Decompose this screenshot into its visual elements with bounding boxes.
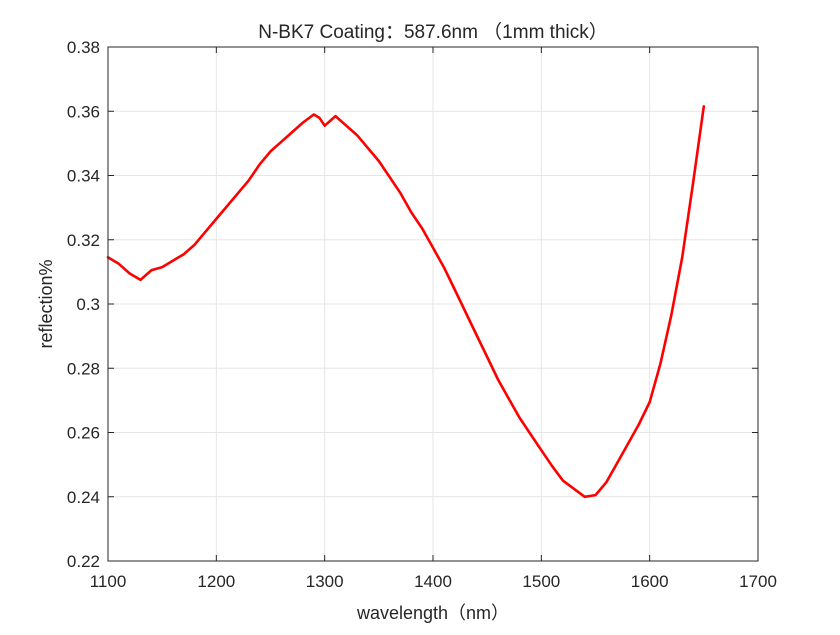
series-layer bbox=[106, 105, 706, 499]
data-point bbox=[627, 442, 629, 445]
chart-title: N-BK7 Coating：587.6nm （1mm thick） bbox=[258, 21, 608, 43]
data-point bbox=[594, 494, 597, 496]
y-tick-label: 0.34 bbox=[67, 167, 100, 186]
y-tick-label: 0.3 bbox=[76, 295, 100, 314]
data-point bbox=[432, 246, 434, 249]
data-point bbox=[670, 314, 673, 317]
data-point bbox=[118, 263, 120, 265]
x-tick-label: 1200 bbox=[197, 572, 235, 591]
data-point bbox=[367, 147, 369, 149]
data-point bbox=[128, 272, 131, 275]
data-point bbox=[318, 116, 321, 119]
x-tick-label: 1500 bbox=[522, 572, 560, 591]
y-tick-label: 0.22 bbox=[67, 552, 100, 571]
data-point bbox=[237, 192, 239, 194]
data-point bbox=[378, 160, 380, 162]
data-point bbox=[692, 182, 694, 185]
data-point bbox=[193, 243, 196, 246]
data-point bbox=[280, 140, 283, 143]
data-point bbox=[573, 487, 575, 490]
data-point bbox=[583, 495, 586, 498]
data-point bbox=[681, 256, 683, 259]
data-point bbox=[562, 479, 564, 482]
data-point bbox=[529, 433, 532, 435]
data-point bbox=[139, 279, 142, 281]
y-tick-label: 0.36 bbox=[67, 102, 100, 121]
y-axis-title: reflection% bbox=[36, 259, 56, 348]
data-point bbox=[497, 378, 499, 381]
data-point bbox=[388, 176, 391, 178]
data-point bbox=[302, 121, 304, 124]
y-tick-label: 0.26 bbox=[67, 424, 100, 443]
reflection-series-line bbox=[106, 105, 706, 499]
data-point bbox=[269, 150, 272, 153]
data-point bbox=[508, 397, 510, 400]
x-tick-label: 1300 bbox=[306, 572, 344, 591]
data-point bbox=[356, 134, 358, 137]
data-point bbox=[313, 113, 315, 116]
data-point bbox=[648, 401, 651, 403]
data-point bbox=[345, 124, 348, 127]
data-point bbox=[443, 266, 445, 268]
data-point bbox=[453, 288, 456, 291]
data-point bbox=[226, 205, 228, 207]
x-tick-label: 1700 bbox=[739, 572, 777, 591]
data-point bbox=[150, 269, 153, 272]
data-point bbox=[659, 362, 662, 365]
data-point bbox=[291, 131, 293, 133]
data-point bbox=[703, 105, 705, 108]
data-point bbox=[161, 266, 163, 268]
y-tick-label: 0.32 bbox=[67, 231, 100, 250]
y-tick-label: 0.38 bbox=[67, 38, 100, 57]
x-tick-label: 1600 bbox=[631, 572, 669, 591]
y-tick-label: 0.28 bbox=[67, 359, 100, 378]
tick-layer: 1100 1200 1300 1400 1500 1600 1700 0.22 0.24 0.26… bbox=[67, 38, 777, 591]
data-point bbox=[475, 333, 478, 336]
data-point bbox=[334, 115, 337, 117]
data-point bbox=[605, 481, 608, 484]
data-point bbox=[258, 163, 261, 166]
data-point bbox=[183, 253, 185, 256]
data-point bbox=[638, 423, 640, 426]
data-point bbox=[616, 462, 618, 464]
data-point bbox=[172, 259, 174, 262]
data-point bbox=[248, 179, 250, 182]
data-point bbox=[323, 124, 326, 127]
data-point bbox=[204, 230, 207, 233]
data-point bbox=[215, 218, 218, 220]
data-point bbox=[551, 465, 553, 468]
x-tick-label: 1100 bbox=[90, 572, 127, 591]
data-point bbox=[540, 449, 543, 451]
data-point bbox=[410, 211, 413, 214]
data-point bbox=[421, 227, 423, 230]
data-point bbox=[486, 356, 488, 358]
x-tick-label: 1400 bbox=[414, 572, 452, 591]
data-point bbox=[399, 192, 402, 194]
data-point bbox=[518, 417, 521, 419]
data-point bbox=[464, 311, 467, 313]
grid-layer bbox=[108, 47, 758, 561]
x-axis-title: wavelength（nm） bbox=[356, 603, 509, 623]
y-tick-label: 0.24 bbox=[67, 488, 100, 507]
